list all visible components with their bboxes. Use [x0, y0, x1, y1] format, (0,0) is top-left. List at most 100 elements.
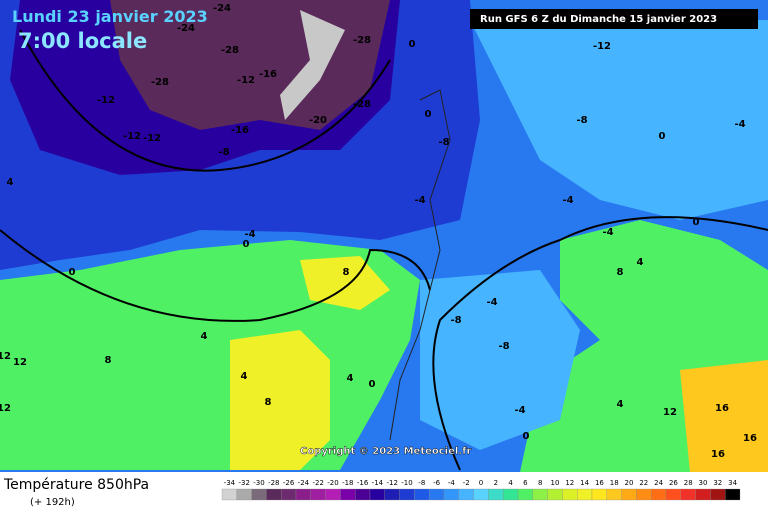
legend-tick: 10 [551, 479, 560, 487]
contour-label: -12 [123, 131, 141, 142]
contour-label: -4 [562, 195, 573, 206]
legend-tick: -34 [224, 479, 236, 487]
contour-label: 8 [105, 355, 112, 366]
contour-label: 0 [369, 379, 376, 390]
legend-tick: 24 [654, 479, 663, 487]
contour-label: 4 [7, 177, 14, 188]
legend-swatch [295, 488, 311, 501]
contour-label: -12 [237, 75, 255, 86]
lead-time: (+ 192h) [30, 497, 75, 508]
legend-swatch [547, 488, 563, 501]
legend-tick: -6 [433, 479, 441, 487]
arctic-core [280, 10, 345, 120]
legend-tick: 26 [669, 479, 678, 487]
legend-tick: -32 [238, 479, 249, 487]
contour-label: 4 [201, 331, 208, 342]
legend-swatch [636, 488, 652, 501]
contour-label: -12 [593, 41, 611, 52]
legend-tick: 28 [684, 479, 693, 487]
contour-label: 0 [693, 217, 700, 228]
contour-label: 4 [241, 371, 248, 382]
contour-label: 12 [663, 407, 677, 418]
contour-label: -8 [498, 341, 509, 352]
legend-swatch [503, 488, 519, 501]
contour-label: -8 [438, 137, 449, 148]
legend-tick: -12 [386, 479, 397, 487]
legend-swatch [429, 488, 445, 501]
contour [19, 29, 391, 172]
legend-swatch [695, 488, 711, 501]
legend-swatch [399, 488, 415, 501]
legend-swatch [710, 488, 726, 501]
contour-label: -4 [602, 227, 613, 238]
contour-label: -16 [231, 125, 249, 136]
legend-swatch [266, 488, 282, 501]
contour-label: 12 [13, 357, 27, 368]
legend-swatch [384, 488, 400, 501]
contour-label: 16 [715, 403, 729, 414]
legend-tick: 22 [639, 479, 648, 487]
contour-label: -12 [143, 133, 161, 144]
legend-tick: 2 [494, 479, 498, 487]
copyright: Copyright © 2023 Meteociel.fr [300, 446, 471, 457]
contour-label: 0 [523, 431, 530, 442]
legend-swatch [443, 488, 459, 501]
legend-swatch [221, 488, 237, 501]
legend-swatch [680, 488, 696, 501]
legend-swatch [355, 488, 371, 501]
cool-center [420, 270, 580, 450]
time: 7:00 locale [18, 29, 147, 53]
contour-label: 8 [617, 267, 624, 278]
legend-tick: -16 [357, 479, 369, 487]
legend-tick: -28 [268, 479, 279, 487]
legend-swatch [591, 488, 607, 501]
legend-swatch [325, 488, 341, 501]
legend-tick: 14 [580, 479, 589, 487]
legend-swatch [577, 488, 593, 501]
contour-label: 0 [243, 239, 250, 250]
legend-tick: 6 [523, 479, 528, 487]
legend-swatch [665, 488, 681, 501]
legend-swatch [281, 488, 297, 501]
run-info: Run GFS 6 Z du Dimanche 15 janvier 2023 [480, 14, 717, 25]
legend-tick: 8 [538, 479, 542, 487]
legend-tick: -8 [418, 479, 425, 487]
legend-tick: 4 [508, 479, 513, 487]
legend-tick: -22 [312, 479, 323, 487]
legend-swatch [651, 488, 667, 501]
legend-tick: 16 [595, 479, 604, 487]
legend-tick: 12 [565, 479, 574, 487]
legend-swatch [517, 488, 533, 501]
contour-label: -8 [576, 115, 587, 126]
coastline [389, 89, 451, 441]
contour-label: 0 [659, 131, 666, 142]
contour-label: -24 [213, 3, 231, 14]
legend-tick: 20 [625, 479, 634, 487]
legend-tick: -10 [401, 479, 412, 487]
legend-tick: -26 [283, 479, 295, 487]
warmer-zone [300, 256, 390, 310]
legend-tick: -18 [342, 479, 353, 487]
contour-label: 4 [617, 399, 624, 410]
contour [0, 229, 431, 322]
contour-label: 0 [409, 39, 416, 50]
contour-label: -28 [221, 45, 239, 56]
contour-label: 8 [343, 267, 350, 278]
contour-label: 0 [69, 267, 76, 278]
legend-swatch [310, 488, 326, 501]
legend-swatch [251, 488, 267, 501]
legend-swatch [725, 488, 741, 501]
legend-swatch [369, 488, 385, 501]
contour-label: 12 [0, 351, 11, 362]
legend-tick: 18 [610, 479, 619, 487]
legend-tick: -4 [448, 479, 456, 487]
contour-label: -12 [97, 95, 115, 106]
legend-swatch [414, 488, 430, 501]
legend-tick: -24 [298, 479, 310, 487]
contour-label: 4 [347, 373, 354, 384]
contour-label: -28 [353, 99, 371, 110]
warmer-zone [230, 330, 330, 470]
legend-swatch [236, 488, 252, 501]
date: Lundi 23 janvier 2023 [12, 7, 208, 26]
